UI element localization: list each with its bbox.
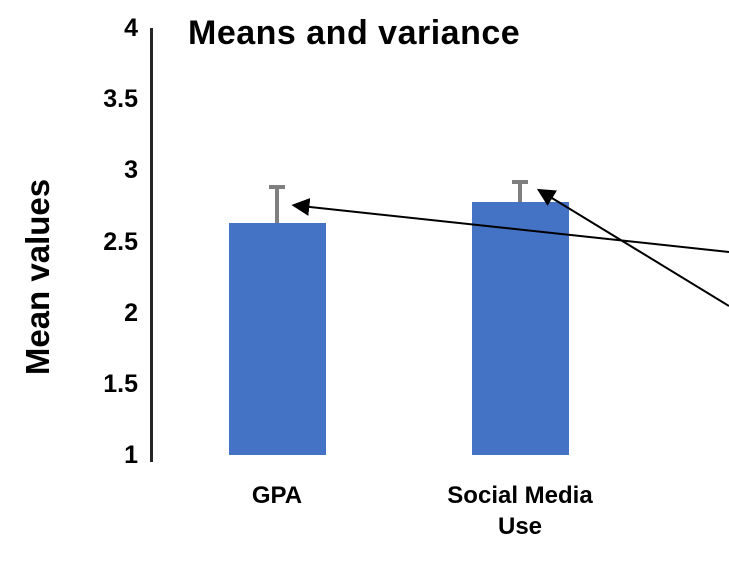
error-bar-social-media-use	[518, 181, 522, 202]
error-bar-cap-gpa	[269, 185, 285, 190]
x-category-label-social-media-use: Social Media Use	[447, 482, 593, 541]
y-tick-label-3: 3	[124, 156, 138, 185]
y-tick-label-2: 2	[124, 298, 138, 327]
y-tick-label-4: 4	[124, 14, 138, 42]
y-tick-label-2.5: 2.5	[103, 227, 138, 256]
error-bar-cap-social-media-use	[512, 179, 528, 184]
chart-title: Means and variance	[188, 14, 521, 52]
y-axis-line	[150, 28, 153, 462]
bar-social-media-use	[471, 201, 569, 455]
y-tick-label-3.5: 3.5	[103, 85, 138, 114]
y-axis-label: Mean values	[19, 178, 56, 376]
error-bar-gpa	[275, 187, 279, 223]
bar-gpa	[228, 222, 326, 455]
y-tick-label-1.5: 1.5	[103, 369, 138, 398]
y-tick-label-1: 1	[124, 441, 138, 469]
x-category-label-gpa: GPA	[251, 482, 303, 509]
